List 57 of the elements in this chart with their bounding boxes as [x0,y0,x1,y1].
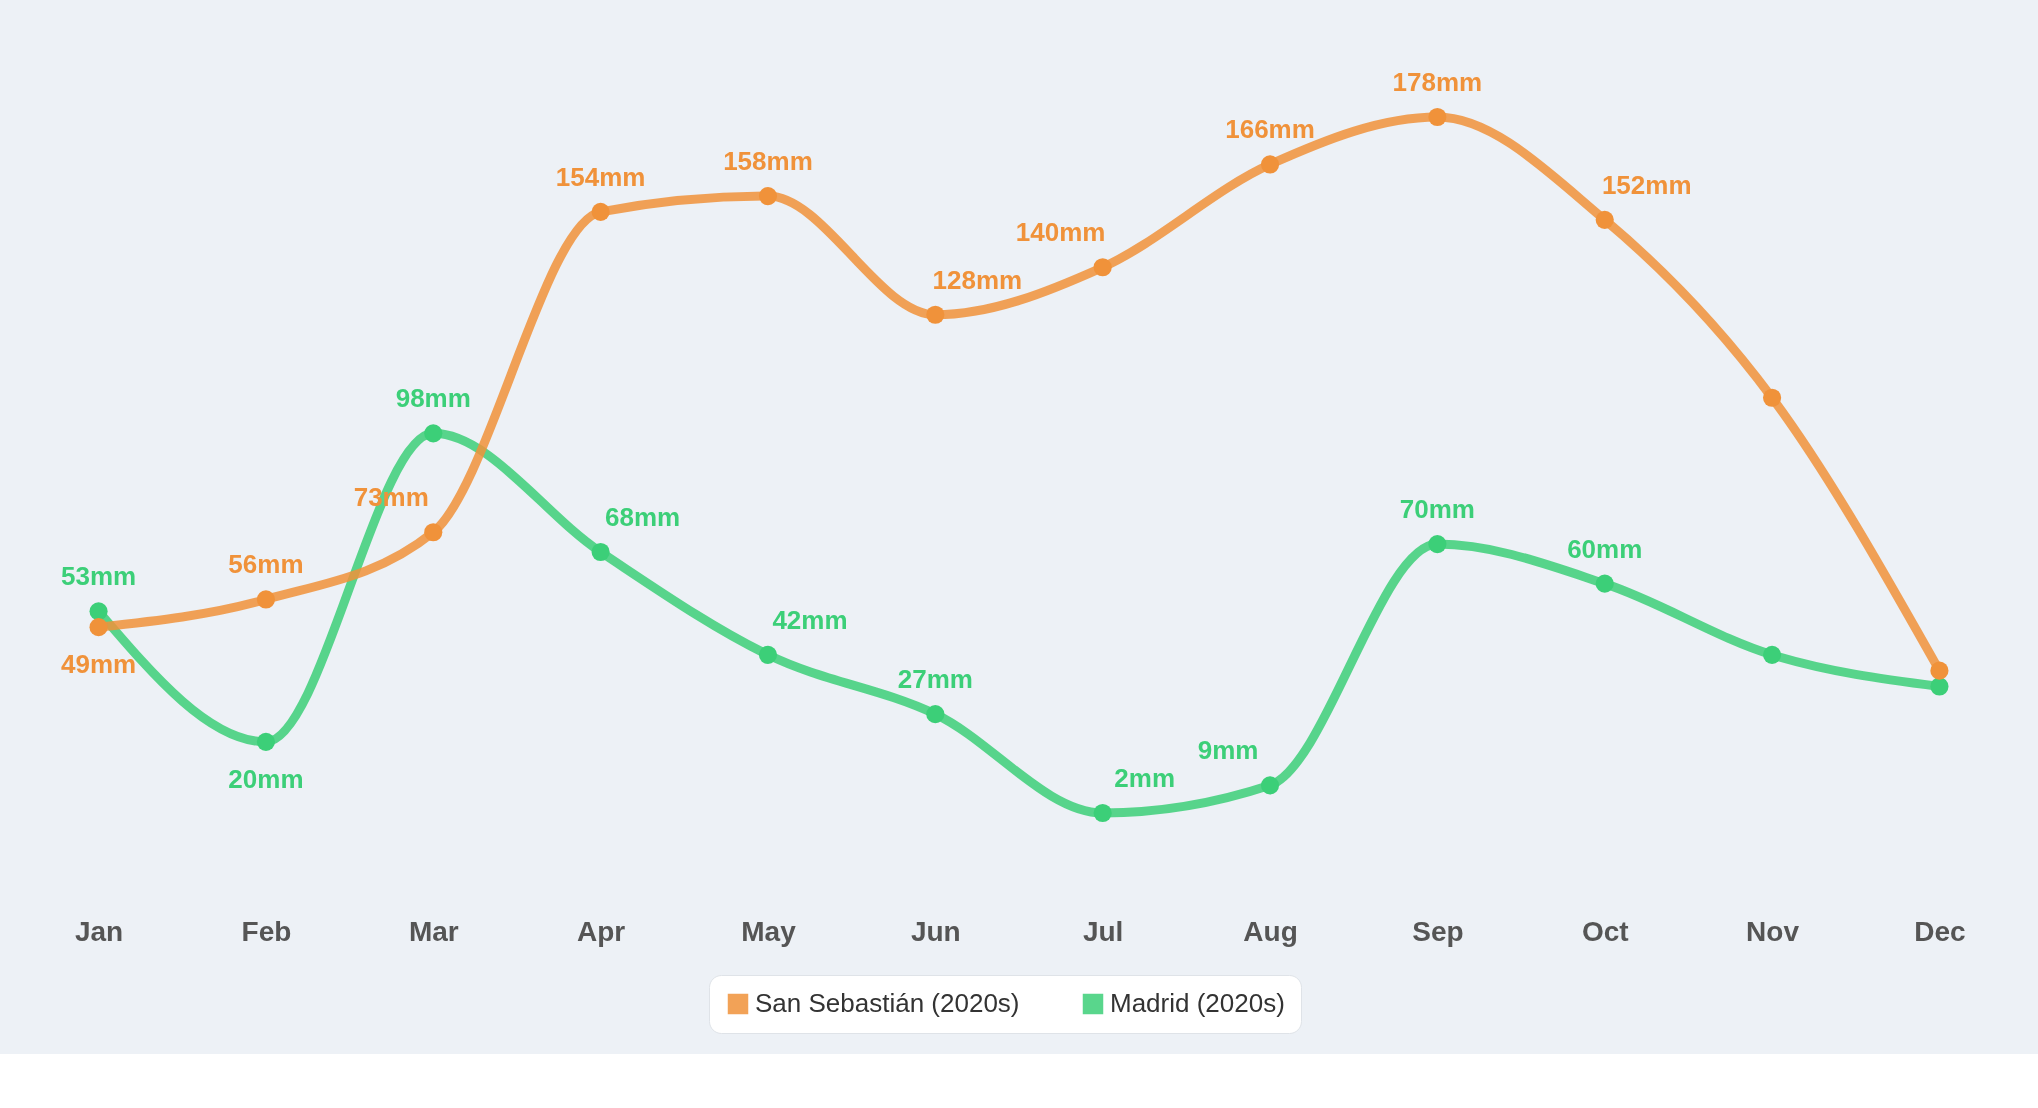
data-label: 166mm [1225,114,1315,145]
point [1428,107,1447,127]
legend-label: Madrid (2020s) [1110,988,1285,1018]
point [89,618,108,637]
data-label: 42mm [772,604,848,635]
x-tick-label: Oct [1581,915,1629,947]
point [1762,645,1782,664]
data-label: 178mm [1392,67,1483,97]
data-label: 9mm [1197,735,1259,766]
legend-label: San Sebastián (2020s) [755,988,1020,1018]
point [256,590,276,609]
data-label: 152mm [1601,169,1692,200]
x-tick-label: Jul [1082,915,1124,947]
point [1930,677,1949,696]
data-label: 56mm [228,549,304,580]
data-label: 27mm [897,664,973,695]
point [1595,574,1614,593]
point [1595,210,1614,229]
x-tick-label: Mar [408,915,459,947]
data-label: 158mm [723,146,813,177]
data-label: 128mm [932,264,1023,295]
x-tick-label: Feb [241,915,292,947]
point [591,542,610,562]
point [1428,535,1447,554]
point [1093,258,1112,277]
data-label: 154mm [555,161,646,192]
point [926,705,945,724]
point [1093,803,1112,823]
data-label: 70mm [1399,494,1475,525]
point [1930,661,1949,680]
data-label: 20mm [228,763,304,794]
x-tick-label: Sep [1412,915,1464,947]
x-tick-label: Nov [1746,915,1800,947]
point [926,305,945,324]
x-tick-label: Aug [1243,915,1298,947]
x-tick-label: Jun [910,915,961,947]
data-label: 2mm [1114,763,1176,793]
x-tick-label: Dec [1914,915,1966,947]
point [758,645,778,664]
point [758,187,778,206]
point [424,523,443,542]
data-label: 60mm [1567,533,1643,564]
data-label: 49mm [60,649,137,680]
point [89,602,108,621]
x-tick-label: Jan [74,915,124,947]
x-tick-label: Apr [577,915,626,947]
point [591,202,610,221]
x-tick-label: May [741,915,797,947]
data-label: 98mm [395,383,471,414]
point [424,424,443,443]
point [256,732,276,751]
data-label: 68mm [605,502,681,532]
data-label: 53mm [60,561,137,592]
point [1260,776,1280,795]
data-label: 140mm [1015,217,1106,248]
point [1762,388,1782,407]
point [1260,155,1280,174]
